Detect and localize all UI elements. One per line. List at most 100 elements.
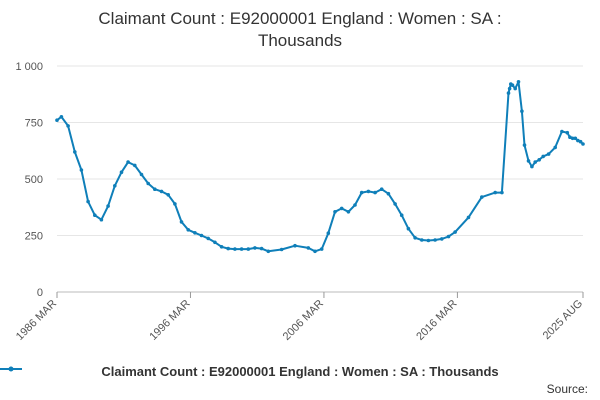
- data-point: [576, 138, 580, 143]
- data-point: [266, 249, 271, 254]
- chart-title-line-1: Claimant Count : E92000001 England : Wom…: [98, 9, 502, 28]
- data-point: [480, 195, 484, 199]
- data-point: [507, 86, 512, 91]
- data-point: [326, 231, 331, 235]
- data-point: [420, 238, 424, 242]
- y-tick-label: 1 000: [15, 61, 43, 73]
- data-point: [379, 187, 384, 191]
- x-tick-label: 1986 MAR: [14, 298, 59, 343]
- data-point: [199, 233, 204, 238]
- y-tick-label: 250: [25, 231, 43, 243]
- data-point: [466, 215, 471, 220]
- data-point: [568, 135, 572, 139]
- data-point: [373, 190, 377, 195]
- data-point: [560, 129, 564, 134]
- data-point: [581, 142, 585, 146]
- legend: Claimant Count : E92000001 England : Wom…: [0, 364, 600, 379]
- data-point: [446, 234, 451, 239]
- data-point: [339, 206, 344, 211]
- data-point: [113, 184, 117, 188]
- data-point: [99, 217, 104, 222]
- x-tick-label: 2006 MAR: [281, 298, 326, 343]
- data-point: [193, 231, 197, 235]
- data-point: [526, 159, 531, 163]
- data-point: [573, 136, 578, 141]
- data-point: [570, 136, 575, 141]
- data-point: [213, 240, 217, 245]
- data-point: [239, 247, 244, 251]
- data-point: [426, 238, 431, 243]
- data-point: [359, 190, 364, 195]
- data-point: [506, 91, 511, 95]
- data-point: [313, 249, 317, 254]
- data-point: [246, 247, 251, 251]
- data-point: [226, 246, 230, 251]
- data-point: [520, 109, 524, 113]
- data-point: [406, 226, 411, 231]
- data-point: [186, 228, 190, 232]
- legend-label: Claimant Count : E92000001 England : Wom…: [101, 364, 499, 379]
- data-point: [433, 238, 437, 242]
- data-point: [578, 139, 583, 144]
- source-label: Source:: [546, 382, 588, 396]
- data-point: [79, 168, 84, 172]
- data-point: [279, 247, 284, 252]
- data-point: [493, 190, 498, 195]
- data-point: [516, 80, 521, 84]
- data-point: [565, 130, 570, 135]
- data-point: [319, 247, 324, 251]
- data-point: [153, 187, 157, 191]
- y-tick-label: 500: [25, 174, 43, 186]
- chart-title: Claimant Count : E92000001 England : Wom…: [0, 8, 600, 52]
- data-point: [126, 160, 130, 164]
- data-point: [399, 213, 404, 217]
- data-point: [119, 170, 124, 174]
- data-point: [346, 210, 351, 214]
- data-point: [413, 236, 417, 240]
- data-point: [553, 145, 557, 150]
- data-point: [541, 154, 545, 159]
- data-point: [293, 243, 297, 248]
- data-point: [159, 189, 164, 194]
- data-point: [55, 118, 59, 122]
- legend-swatch-icon: [0, 366, 22, 372]
- data-point: [533, 160, 537, 164]
- data-point: [173, 202, 177, 206]
- data-point: [206, 236, 210, 241]
- data-point: [133, 163, 137, 168]
- data-point: [166, 193, 170, 197]
- data-point: [233, 247, 237, 251]
- data-point: [366, 189, 371, 194]
- data-point: [179, 220, 184, 224]
- data-point: [440, 237, 444, 241]
- data-point: [386, 191, 391, 196]
- data-point: [59, 115, 64, 119]
- data-point: [513, 86, 517, 91]
- data-point: [253, 246, 257, 250]
- x-tick-label: 2016 MAR: [414, 298, 459, 343]
- data-point: [500, 190, 504, 195]
- data-point: [86, 199, 90, 204]
- data-point: [530, 164, 534, 169]
- data-point: [93, 213, 97, 217]
- data-point: [66, 124, 70, 128]
- data-point: [106, 204, 110, 208]
- data-point: [393, 202, 397, 206]
- data-point: [219, 245, 224, 249]
- y-tick-label: 750: [25, 118, 43, 130]
- y-tick-label: 0: [37, 287, 43, 299]
- data-point: [73, 150, 77, 154]
- chart-title-line-2: Thousands: [257, 31, 343, 50]
- data-point: [333, 210, 337, 214]
- data-point: [306, 246, 311, 250]
- data-point: [353, 203, 357, 207]
- x-tick-label: 2025 AUG: [541, 298, 585, 342]
- data-point: [537, 158, 541, 162]
- data-point: [510, 83, 515, 87]
- data-point: [139, 172, 144, 177]
- data-point: [259, 246, 264, 251]
- data-point: [146, 181, 150, 186]
- data-point: [546, 152, 551, 156]
- data-point: [453, 230, 457, 234]
